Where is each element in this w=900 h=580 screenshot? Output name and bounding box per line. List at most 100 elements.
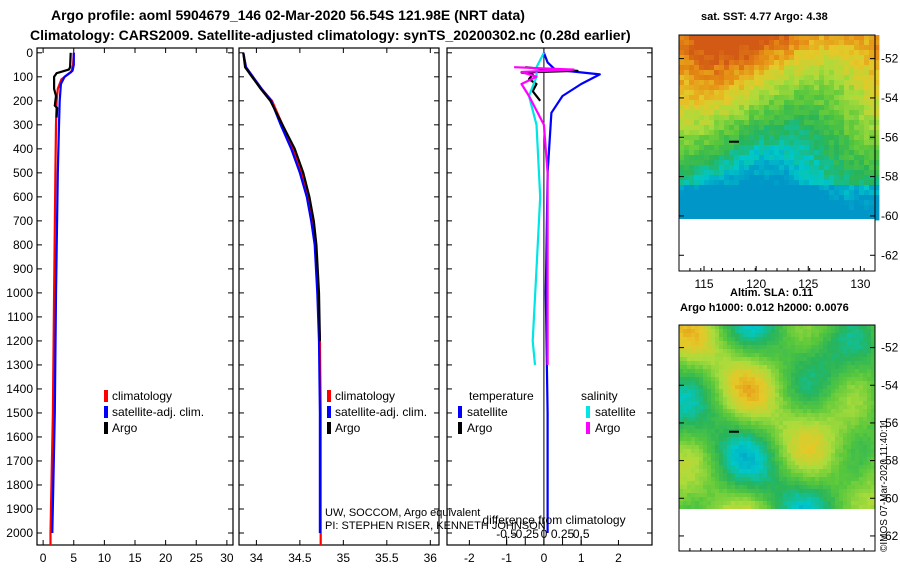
- x-tick-label-temp: 2: [615, 551, 622, 565]
- legend-temp-satellite-swatch: [458, 406, 462, 418]
- x-tick-label-temp: 1: [578, 551, 585, 565]
- map-lat-label: -56: [881, 130, 899, 144]
- map-lat-label: -52: [881, 52, 899, 66]
- x-tick-label: 36: [424, 551, 438, 565]
- figure-title-line2: Climatology: CARS2009. Satellite-adjuste…: [30, 27, 631, 43]
- x-tick-label: 30: [220, 551, 234, 565]
- x-tick-label-sal: -0.5: [496, 527, 517, 541]
- map-blank-area: [679, 219, 875, 271]
- depth-tick-label: 700: [13, 214, 33, 228]
- map-lat-label: -62: [881, 529, 899, 543]
- map-lon-label: 125: [798, 277, 818, 291]
- legend-temp-argo-swatch: [458, 422, 462, 434]
- legend-sal-satellite-swatch: [586, 406, 590, 418]
- legend-label-1-1: satellite-adj. clim.: [335, 405, 427, 419]
- depth-tick-label: 1500: [6, 406, 33, 420]
- x-tick-label: 5: [70, 551, 77, 565]
- depth-tick-label: 1100: [7, 310, 33, 324]
- x-tick-label-sal: 0.5: [573, 527, 590, 541]
- map-lat-label: -58: [881, 170, 899, 184]
- depth-tick-label: 1600: [6, 430, 33, 444]
- x-tick-label-sal: -0.25: [512, 527, 540, 541]
- depth-tick-label: 2000: [6, 526, 33, 540]
- imos-watermark: ©IMOS 07-Mar-2020 11:40:11: [879, 418, 890, 552]
- x-tick-label-sal: 0: [541, 527, 548, 541]
- map-lat-label: -54: [881, 378, 899, 392]
- depth-tick-label: 1200: [6, 334, 33, 348]
- legend-header-temperature: temperature: [469, 389, 534, 403]
- x-tick-label: 0: [40, 551, 47, 565]
- depth-tick-label: 1000: [6, 286, 33, 300]
- panel-frame-temperature: [36, 47, 234, 546]
- legend-sal-argo-swatch: [586, 422, 590, 434]
- legend-label-0-2: Argo: [112, 421, 138, 435]
- legend-temp-argo-label: Argo: [467, 421, 493, 435]
- map-lon-label: 120: [746, 277, 766, 291]
- series-line-satellite-adj-clim-: [51, 52, 75, 534]
- x-tick-label: 20: [159, 551, 173, 565]
- sst-map: [678, 34, 880, 272]
- sla-map-title-line2: Argo h1000: 0.012 h2000: 0.0076: [680, 302, 849, 314]
- depth-tick-label: 900: [13, 262, 33, 276]
- legend-swatch-0-2: [104, 422, 108, 434]
- depth-tick-label: 1900: [6, 502, 33, 516]
- x-tick-label: 35.5: [375, 551, 399, 565]
- map-lat-label: -52: [881, 341, 899, 355]
- map-lat-label: -60: [881, 491, 899, 505]
- legend-swatch-0-1: [104, 406, 108, 418]
- depth-tick-label: 200: [13, 94, 33, 108]
- sla-map: [678, 324, 876, 552]
- x-tick-label: 34: [250, 551, 264, 565]
- legend-swatch-1-1: [327, 406, 331, 418]
- series-line-sal-argo: [514, 66, 575, 365]
- map-lat-label: -58: [881, 454, 899, 468]
- credit-line1: UW, SOCCOM, Argo equivalent: [325, 507, 481, 519]
- x-tick-label-sal: 0.25: [551, 527, 575, 541]
- legend-label-0-0: climatology: [112, 389, 172, 403]
- depth-tick-label: 500: [13, 166, 33, 180]
- depth-tick-label: 1400: [6, 382, 33, 396]
- depth-tick-label: 300: [13, 118, 33, 132]
- x-tick-label: 15: [128, 551, 142, 565]
- difference-xlabel: difference from climatology: [482, 513, 625, 527]
- legend-sal-satellite-label: satellite: [595, 405, 636, 419]
- x-tick-label: 35: [337, 551, 351, 565]
- series-line-satellite: [542, 52, 601, 533]
- credit-line2: PI: STEPHEN RISER, KENNETH JOHNSON: [325, 520, 546, 532]
- x-tick-label-temp: -2: [464, 551, 475, 565]
- depth-tick-label: 1300: [6, 358, 33, 372]
- depth-tick-label: 800: [13, 238, 33, 252]
- map-blank-area: [679, 509, 875, 551]
- legend-label-1-0: climatology: [335, 389, 395, 403]
- legend-swatch-1-0: [327, 390, 331, 402]
- series-line-argo: [52, 52, 72, 118]
- map-lat-label: -56: [881, 416, 899, 430]
- map-lon-label: 115: [694, 277, 713, 291]
- legend-label-1-2: Argo: [335, 421, 361, 435]
- sla-map-title-line1: Altim. SLA: 0.11: [730, 287, 814, 299]
- figure-title-line1: Argo profile: aoml 5904679_146 02-Mar-20…: [51, 7, 525, 23]
- panel-frame-salinity: [238, 47, 440, 546]
- legend-sal-argo-label: Argo: [595, 421, 621, 435]
- x-tick-label-temp: 0: [541, 551, 548, 565]
- legend-label-0-1: satellite-adj. clim.: [112, 405, 204, 419]
- depth-tick-label: 1700: [6, 454, 33, 468]
- x-tick-label-temp: -1: [501, 551, 512, 565]
- panel-frame-difference-from-climatology: [446, 47, 653, 546]
- depth-tick-label: 1800: [6, 478, 33, 492]
- legend-swatch-0-0: [104, 390, 108, 402]
- depth-tick-label: 600: [13, 190, 33, 204]
- map-lat-label: -60: [881, 209, 899, 223]
- map-lat-label: -54: [881, 91, 899, 105]
- series-line-argo: [242, 52, 321, 341]
- sst-map-title: sat. SST: 4.77 Argo: 4.38: [701, 11, 828, 23]
- legend-temp-satellite-label: satellite: [467, 405, 508, 419]
- map-lat-label: -62: [881, 248, 899, 262]
- x-tick-label: 10: [98, 551, 112, 565]
- legend-swatch-1-2: [327, 422, 331, 434]
- depth-tick-label: 100: [13, 70, 33, 84]
- map-lon-label: 130: [850, 277, 870, 291]
- x-tick-label: 34.5: [288, 551, 312, 565]
- depth-tick-label: 0: [26, 46, 33, 60]
